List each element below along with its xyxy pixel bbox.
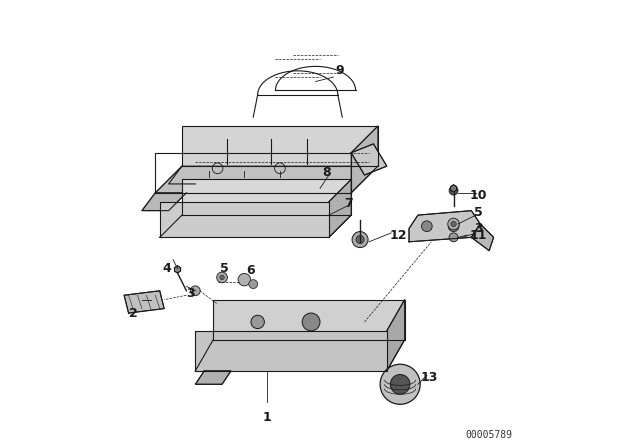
Text: 5: 5 bbox=[474, 207, 483, 220]
Circle shape bbox=[249, 280, 258, 289]
Text: 9: 9 bbox=[336, 64, 344, 77]
Polygon shape bbox=[387, 300, 404, 371]
Circle shape bbox=[422, 221, 432, 232]
Text: 3: 3 bbox=[187, 287, 195, 300]
Text: 4: 4 bbox=[162, 262, 171, 275]
Polygon shape bbox=[195, 331, 387, 371]
Text: 11: 11 bbox=[469, 228, 487, 241]
Polygon shape bbox=[195, 340, 404, 371]
Circle shape bbox=[449, 186, 458, 195]
Polygon shape bbox=[329, 180, 351, 237]
Circle shape bbox=[191, 286, 200, 296]
Polygon shape bbox=[142, 193, 186, 211]
Polygon shape bbox=[472, 224, 493, 251]
Polygon shape bbox=[160, 202, 329, 237]
Circle shape bbox=[390, 375, 410, 394]
Polygon shape bbox=[213, 300, 404, 340]
Circle shape bbox=[238, 273, 250, 286]
Text: 1: 1 bbox=[262, 411, 271, 424]
Text: 5: 5 bbox=[220, 262, 228, 275]
Circle shape bbox=[251, 315, 264, 329]
Circle shape bbox=[220, 275, 224, 280]
Circle shape bbox=[302, 313, 320, 331]
Circle shape bbox=[448, 218, 460, 230]
Polygon shape bbox=[409, 211, 480, 242]
Text: 10: 10 bbox=[469, 189, 487, 202]
Polygon shape bbox=[351, 144, 387, 175]
Text: 7: 7 bbox=[344, 198, 353, 211]
Circle shape bbox=[451, 221, 456, 227]
Text: 2: 2 bbox=[129, 306, 138, 319]
Text: 13: 13 bbox=[420, 371, 438, 384]
Text: 12: 12 bbox=[389, 228, 406, 241]
Polygon shape bbox=[451, 185, 457, 192]
Circle shape bbox=[449, 233, 458, 242]
Polygon shape bbox=[182, 180, 351, 215]
Polygon shape bbox=[175, 266, 180, 273]
Polygon shape bbox=[195, 371, 231, 384]
Polygon shape bbox=[160, 215, 351, 237]
Circle shape bbox=[217, 272, 227, 283]
Circle shape bbox=[448, 221, 459, 232]
Polygon shape bbox=[156, 166, 378, 193]
Polygon shape bbox=[124, 291, 164, 313]
Polygon shape bbox=[351, 126, 378, 193]
Circle shape bbox=[356, 236, 364, 244]
Text: 6: 6 bbox=[246, 264, 255, 277]
Circle shape bbox=[352, 232, 368, 248]
Text: 00005789: 00005789 bbox=[466, 431, 513, 440]
Text: 8: 8 bbox=[323, 166, 331, 179]
Text: 3: 3 bbox=[474, 222, 483, 235]
Circle shape bbox=[380, 364, 420, 404]
Polygon shape bbox=[182, 126, 378, 166]
